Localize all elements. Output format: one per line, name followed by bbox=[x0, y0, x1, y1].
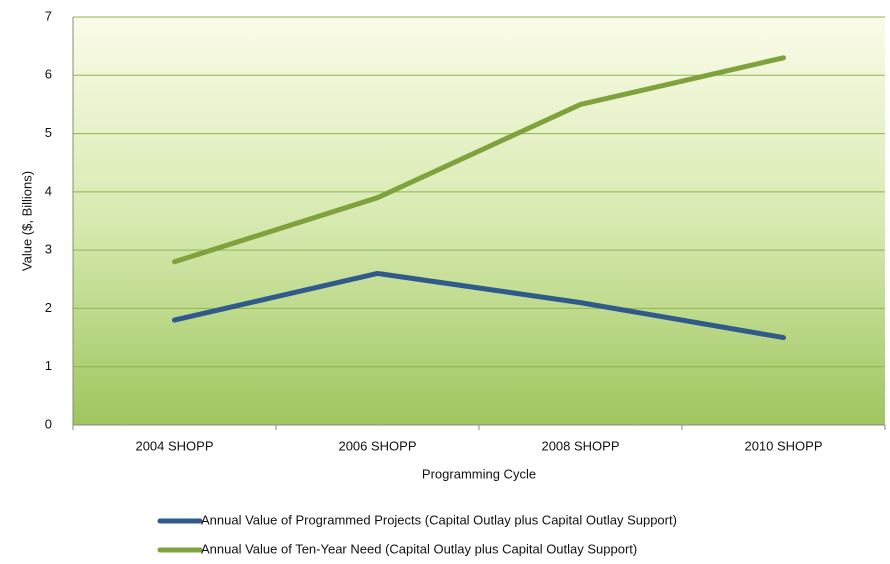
x-tick-label: 2004 SHOPP bbox=[135, 438, 213, 453]
y-axis-label: Value ($, Billions) bbox=[19, 171, 34, 271]
legend-label: Annual Value of Ten-Year Need (Capital O… bbox=[201, 541, 637, 556]
line-series bbox=[172, 55, 786, 265]
y-tick-label: 3 bbox=[45, 242, 52, 257]
x-tick-label: 2006 SHOPP bbox=[338, 438, 416, 453]
y-tick-label: 1 bbox=[45, 358, 52, 373]
x-tick-label: 2010 SHOPP bbox=[744, 438, 822, 453]
x-axis-label: Programming Cycle bbox=[422, 466, 536, 481]
y-tick-label: 0 bbox=[45, 416, 52, 431]
y-tick-label: 2 bbox=[45, 300, 52, 315]
y-tick-label: 4 bbox=[45, 183, 52, 198]
y-tick-label: 7 bbox=[45, 8, 52, 23]
legend-label: Annual Value of Programmed Projects (Cap… bbox=[201, 512, 677, 527]
y-tick-label: 6 bbox=[45, 67, 52, 82]
x-tick-label: 2008 SHOPP bbox=[541, 438, 619, 453]
y-tick-label: 5 bbox=[45, 125, 52, 140]
plot-area bbox=[73, 17, 885, 425]
line-series bbox=[172, 270, 786, 341]
